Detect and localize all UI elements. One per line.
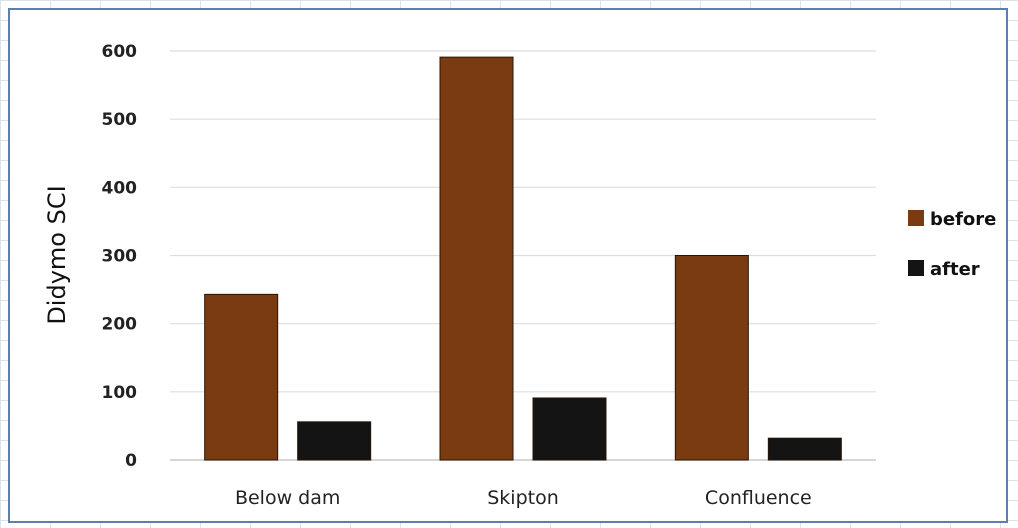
y-tick-label: 0 (125, 451, 137, 471)
x-category-label: Below dam (235, 487, 340, 509)
y-tick-label: 500 (102, 110, 138, 130)
y-tick-label: 100 (102, 383, 138, 403)
bar-before (439, 56, 514, 461)
y-tick-label: 200 (102, 315, 138, 335)
legend: before after (908, 209, 996, 280)
y-tick-label: 400 (102, 178, 138, 198)
bar-after (532, 397, 607, 461)
legend-label: after (930, 259, 980, 280)
legend-label: before (930, 209, 996, 230)
bar-before (204, 293, 279, 461)
y-axis-title: Didymo SCI (43, 185, 71, 324)
y-axis-ticks: 0 100 200 300 400 500 600 (102, 42, 138, 471)
bar-chart: 0 100 200 300 400 500 600 Below dam Skipton Conf… (43, 42, 996, 509)
bars (204, 56, 842, 461)
y-tick-label: 600 (102, 42, 138, 62)
bar-before (674, 255, 749, 461)
legend-swatch (908, 210, 924, 226)
chart-frame: 0 100 200 300 400 500 600 Below dam Skipton Conf… (8, 8, 1008, 523)
bar-after (297, 421, 372, 461)
x-category-label: Skipton (487, 487, 559, 509)
gridlines (170, 50, 876, 393)
bar-after (767, 437, 842, 461)
y-tick-label: 300 (102, 247, 138, 267)
x-category-label: Confluence (705, 487, 812, 509)
legend-swatch (908, 260, 924, 276)
x-axis-categories: Below dam Skipton Confluence (235, 487, 812, 509)
